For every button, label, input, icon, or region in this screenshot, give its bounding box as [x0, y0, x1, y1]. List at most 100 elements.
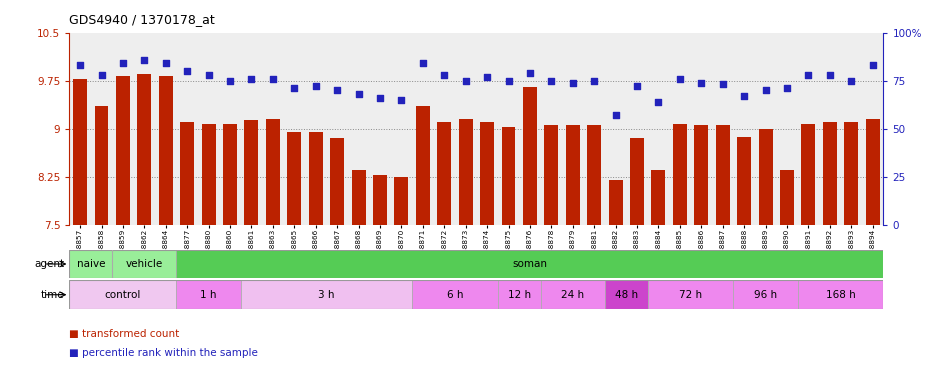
Bar	[180, 122, 194, 225]
Text: agent: agent	[34, 259, 65, 269]
Bar	[630, 138, 644, 225]
Point	[244, 76, 259, 82]
Point	[651, 99, 666, 105]
Point	[158, 60, 173, 66]
Point	[458, 78, 473, 84]
Point	[672, 76, 687, 82]
Bar	[459, 119, 473, 225]
Point	[202, 72, 216, 78]
Bar	[823, 122, 837, 225]
Point	[179, 68, 194, 74]
Point	[437, 72, 451, 78]
Bar	[866, 119, 880, 225]
Point	[394, 97, 409, 103]
Text: 168 h: 168 h	[826, 290, 856, 300]
Bar	[288, 132, 302, 225]
Point	[116, 60, 130, 66]
Point	[780, 85, 795, 91]
Bar	[540, 280, 605, 309]
Bar	[159, 76, 173, 225]
Point	[308, 83, 323, 89]
Point	[844, 78, 858, 84]
Text: ■ transformed count: ■ transformed count	[69, 329, 179, 339]
Bar	[112, 250, 177, 278]
Text: GDS4940 / 1370178_at: GDS4940 / 1370178_at	[69, 13, 216, 26]
Text: control: control	[105, 290, 142, 300]
Point	[480, 74, 495, 80]
Text: 72 h: 72 h	[679, 290, 702, 300]
Bar	[413, 280, 498, 309]
Point	[94, 72, 109, 78]
Point	[415, 60, 430, 66]
Point	[544, 78, 559, 84]
Bar	[265, 119, 280, 225]
Bar	[587, 126, 601, 225]
Bar	[501, 127, 515, 225]
Bar	[780, 170, 794, 225]
Bar	[545, 126, 559, 225]
Bar	[737, 137, 751, 225]
Bar	[523, 87, 536, 225]
Point	[565, 79, 580, 86]
Bar	[177, 280, 240, 309]
Text: 48 h: 48 h	[615, 290, 638, 300]
Bar	[138, 74, 152, 225]
Bar	[309, 132, 323, 225]
Bar	[845, 122, 858, 225]
Bar	[202, 124, 216, 225]
Point	[352, 91, 366, 97]
Bar	[352, 170, 365, 225]
Point	[758, 87, 773, 93]
Point	[73, 62, 88, 68]
Text: soman: soman	[512, 259, 548, 269]
Text: naive: naive	[77, 259, 105, 269]
Bar	[373, 175, 387, 225]
Bar	[605, 280, 648, 309]
Text: 24 h: 24 h	[561, 290, 585, 300]
Bar	[734, 280, 797, 309]
Point	[523, 70, 537, 76]
Bar	[566, 126, 580, 225]
Point	[329, 87, 344, 93]
Point	[287, 85, 302, 91]
Text: 6 h: 6 h	[447, 290, 463, 300]
Bar	[648, 280, 734, 309]
Bar	[73, 79, 87, 225]
Point	[223, 78, 238, 84]
Point	[137, 56, 152, 63]
Bar	[609, 180, 623, 225]
Text: 3 h: 3 h	[318, 290, 335, 300]
Bar	[69, 280, 177, 309]
Point	[586, 78, 601, 84]
Bar	[695, 125, 709, 225]
Bar	[651, 170, 665, 225]
Point	[694, 79, 709, 86]
Bar	[69, 250, 112, 278]
Point	[373, 95, 388, 101]
Bar	[223, 124, 237, 225]
Point	[801, 72, 816, 78]
Bar	[330, 138, 344, 225]
Text: 12 h: 12 h	[508, 290, 531, 300]
Text: 1 h: 1 h	[201, 290, 216, 300]
Bar	[394, 177, 408, 225]
Point	[736, 93, 751, 99]
Point	[865, 62, 880, 68]
Point	[265, 76, 280, 82]
Bar	[177, 250, 883, 278]
Bar	[480, 122, 494, 225]
Bar	[758, 129, 772, 225]
Bar	[244, 120, 258, 225]
Bar	[716, 126, 730, 225]
Bar	[797, 280, 883, 309]
Bar	[416, 106, 430, 225]
Point	[822, 72, 837, 78]
Bar	[94, 106, 108, 225]
Point	[609, 112, 623, 118]
Point	[630, 83, 645, 89]
Point	[715, 81, 730, 88]
Bar	[240, 280, 413, 309]
Bar	[498, 280, 540, 309]
Point	[501, 78, 516, 84]
Bar	[801, 124, 815, 225]
